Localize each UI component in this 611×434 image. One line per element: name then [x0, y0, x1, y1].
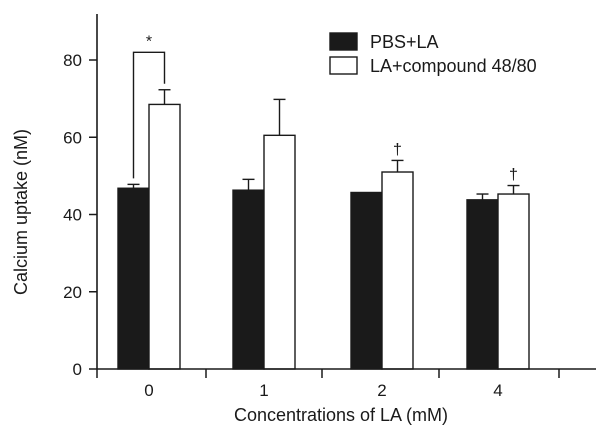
bar-la-compound: [263, 134, 296, 370]
y-axis-title: Calcium uptake (nM): [11, 129, 31, 295]
y-tick-label: 0: [73, 360, 82, 379]
legend-label-la-compound: LA+compound 48/80: [370, 56, 537, 76]
bar-la-compound: [381, 171, 414, 370]
x-tick-label: 4: [493, 381, 502, 400]
x-axis-title: Concentrations of LA (mM): [234, 405, 448, 425]
plot-area: * † †: [117, 33, 530, 370]
dagger-marker: †: [393, 141, 402, 158]
x-tick-label: 2: [377, 381, 386, 400]
x-tick-label: 0: [144, 381, 153, 400]
significance-marker: *: [146, 33, 152, 50]
dagger-marker: †: [509, 167, 518, 184]
bar-la-compound: [148, 103, 181, 370]
bar-pbs-la: [466, 199, 499, 370]
axes: [96, 14, 596, 370]
legend: PBS+LA LA+compound 48/80: [329, 32, 537, 76]
bar-pbs-la: [117, 187, 150, 370]
bar-la-compound: [497, 193, 530, 370]
y-tick-label: 20: [63, 283, 82, 302]
bar-pbs-la: [350, 191, 383, 370]
ticks: 0 20 40 60 80 0 1 2 4: [63, 51, 560, 400]
significance-bracket: [132, 51, 166, 179]
legend-swatch-la-compound: [329, 56, 358, 75]
legend-swatch-pbs-la: [329, 32, 358, 51]
y-tick-label: 60: [63, 128, 82, 147]
x-tick-label: 1: [259, 381, 268, 400]
legend-label-pbs-la: PBS+LA: [370, 32, 439, 52]
y-tick-label: 40: [63, 206, 82, 225]
y-tick-label: 80: [63, 51, 82, 70]
bar-pbs-la: [232, 189, 265, 370]
